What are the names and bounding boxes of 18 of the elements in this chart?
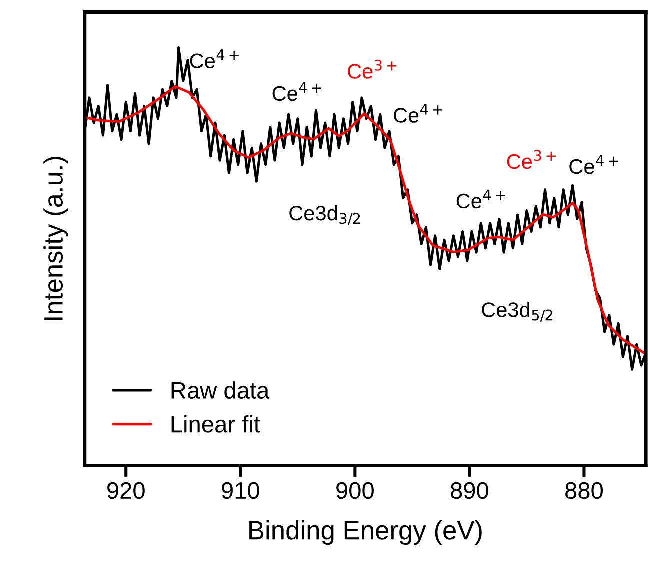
annotation: Ce$^{3+}$: [507, 150, 556, 170]
annotation: Ce3d$_{3/2}$: [290, 205, 360, 226]
annotation: Ce3d$_{5/2}$: [482, 302, 553, 322]
annotation: Ce$^{4+}$: [394, 104, 443, 123]
x-tick-label: 900: [336, 482, 374, 500]
x-tick-label: 920: [108, 482, 145, 500]
x-tick-label: 890: [451, 482, 488, 500]
annotation: Ce$^{4+}$: [272, 82, 322, 102]
legend-label: Linear fit: [172, 415, 260, 433]
annotation: Ce$^{4+}$: [190, 50, 239, 68]
annotation: Ce$^{4+}$: [570, 155, 618, 174]
annotation: Ce$^{3+}$: [348, 60, 397, 79]
legend-label: Raw data: [172, 382, 270, 399]
y-axis-title: Intensity (a.u.): [44, 157, 68, 320]
annotation: Ce$^{4+}$: [456, 190, 506, 209]
x-tick-label: 910: [222, 482, 260, 500]
x-tick-label: 880: [566, 482, 603, 500]
x-axis-title: Binding Energy (eV): [250, 520, 482, 546]
